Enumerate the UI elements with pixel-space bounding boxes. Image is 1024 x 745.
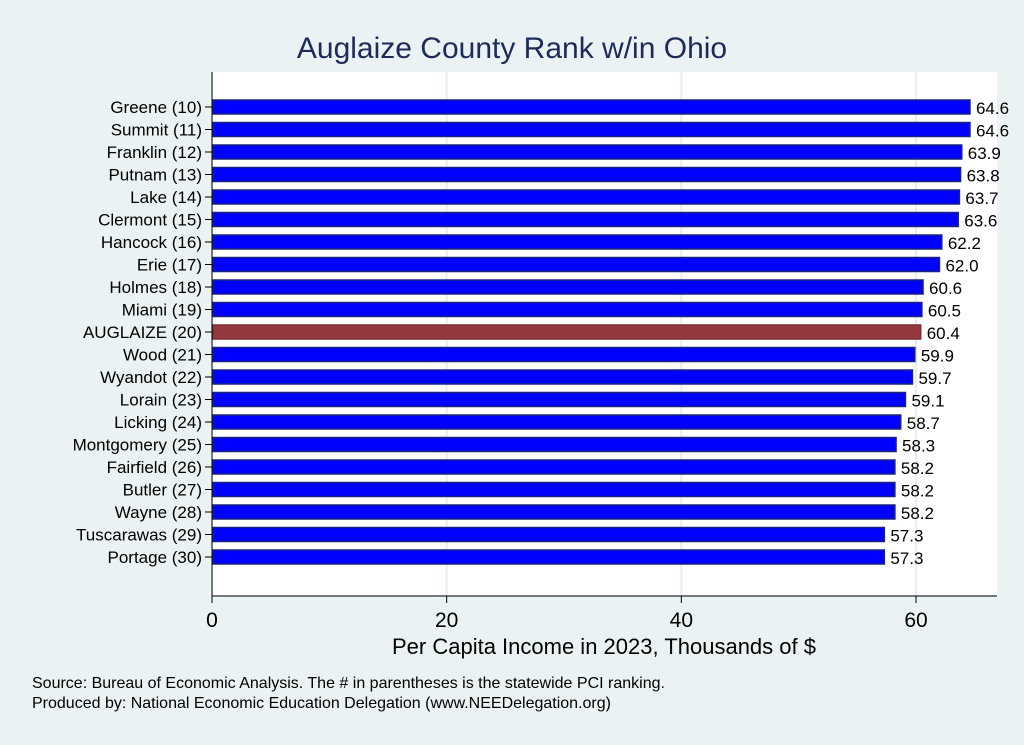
bar xyxy=(212,346,916,363)
source-note: Source: Bureau of Economic Analysis. The… xyxy=(32,675,665,692)
bar xyxy=(212,121,971,138)
category-label: Lake (14) xyxy=(130,188,202,207)
category-label: Wayne (28) xyxy=(115,503,202,522)
value-label: 60.5 xyxy=(928,302,961,321)
bar xyxy=(212,211,959,228)
category-label: Miami (19) xyxy=(122,301,202,320)
value-label: 60.6 xyxy=(929,279,962,298)
value-label: 64.6 xyxy=(976,122,1009,141)
bar xyxy=(212,99,971,115)
value-label: 64.6 xyxy=(976,99,1009,118)
x-tick-label: 20 xyxy=(435,609,458,632)
category-label: Greene (10) xyxy=(110,98,202,117)
value-label: 63.7 xyxy=(965,189,998,208)
value-label: 58.7 xyxy=(907,414,940,433)
category-label: Holmes (18) xyxy=(109,278,202,297)
category-label: Wood (21) xyxy=(123,346,202,365)
category-label: Portage (30) xyxy=(108,548,203,567)
category-label: Wyandot (22) xyxy=(100,368,202,387)
bar xyxy=(212,369,914,385)
bar xyxy=(212,436,897,453)
category-label: Montgomery (25) xyxy=(73,436,202,455)
category-label: Hancock (16) xyxy=(101,233,202,252)
x-axis-label: Per Capita Income in 2023, Thousands of … xyxy=(392,634,816,659)
bar xyxy=(212,504,896,520)
category-label: Licking (24) xyxy=(114,413,202,432)
category-label: Summit (11) xyxy=(111,121,202,140)
category-label: Clermont (15) xyxy=(98,211,202,230)
bar xyxy=(212,301,923,318)
bar xyxy=(212,234,943,250)
value-label: 58.3 xyxy=(902,437,935,456)
value-label: 58.2 xyxy=(901,459,934,478)
value-label: 57.3 xyxy=(890,549,923,568)
bar xyxy=(212,526,886,543)
category-label: Butler (27) xyxy=(123,481,202,500)
value-label: 60.4 xyxy=(927,324,960,343)
bar xyxy=(212,256,941,273)
value-label: 58.2 xyxy=(901,482,934,501)
category-label: Franklin (12) xyxy=(107,143,202,162)
value-label: 57.3 xyxy=(890,527,923,546)
value-label: 59.1 xyxy=(911,392,944,411)
bar xyxy=(212,459,896,475)
bar xyxy=(212,144,963,160)
category-label: Erie (17) xyxy=(137,256,202,275)
bar xyxy=(212,279,924,295)
category-label: AUGLAIZE (20) xyxy=(83,323,202,342)
x-tick-label: 40 xyxy=(670,609,693,632)
chart-title: Auglaize County Rank w/in Ohio xyxy=(297,32,727,65)
value-label: 58.2 xyxy=(901,504,934,523)
bar xyxy=(212,549,886,565)
x-tick-label: 0 xyxy=(206,609,218,632)
bar xyxy=(212,166,962,183)
category-label: Putnam (13) xyxy=(108,166,202,185)
category-label: Lorain (23) xyxy=(120,391,202,410)
value-label: 62.2 xyxy=(948,234,981,253)
category-label: Tuscarawas (29) xyxy=(76,526,202,545)
value-label: 63.8 xyxy=(967,167,1000,186)
value-label: 59.7 xyxy=(918,369,951,388)
value-label: 63.6 xyxy=(964,212,997,231)
bar xyxy=(212,391,907,408)
category-label: Fairfield (26) xyxy=(107,458,202,477)
bar xyxy=(212,189,961,205)
bar xyxy=(212,414,902,430)
value-label: 59.9 xyxy=(921,347,954,366)
x-tick-label: 60 xyxy=(904,609,927,632)
bar xyxy=(212,481,896,498)
bar-highlight xyxy=(212,324,922,340)
value-label: 62.0 xyxy=(945,257,978,276)
value-label: 63.9 xyxy=(968,144,1001,163)
producer-note: Produced by: National Economic Education… xyxy=(32,695,611,712)
